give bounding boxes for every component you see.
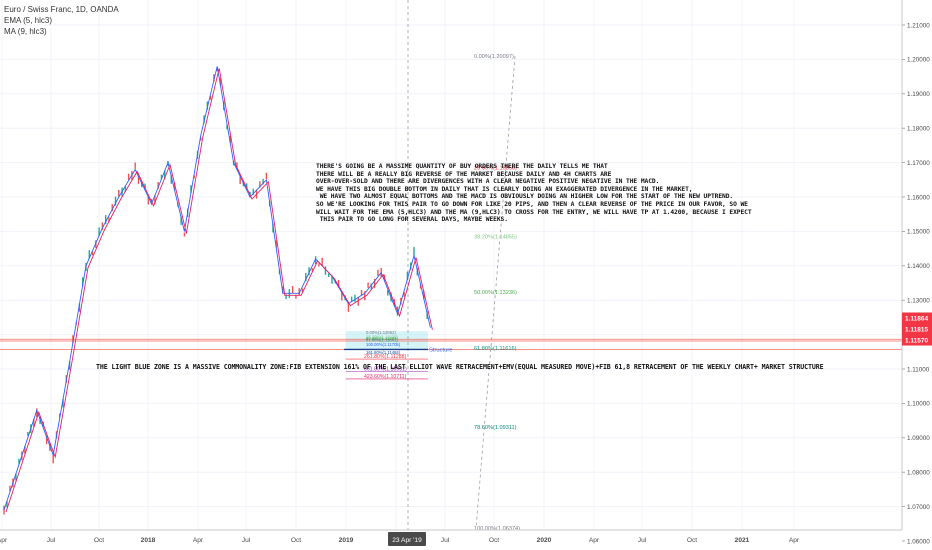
fib-trend-line[interactable]	[475, 56, 516, 529]
price-axis-label: 1.19000	[907, 91, 930, 98]
cursor-date-badge	[388, 532, 426, 546]
price-label-text: 1.11864	[905, 316, 929, 323]
time-axis-label: 2021	[735, 537, 750, 544]
fib-level-label: 61.80%(1.11616)	[474, 346, 517, 352]
time-axis-label: 2020	[537, 537, 552, 544]
extension-level-label: 261.80%(1.11288)	[364, 354, 407, 360]
price-axis[interactable]	[902, 0, 932, 530]
time-axis-label: Apr	[193, 537, 204, 544]
ma-indicator-label[interactable]: MA (9, hlc3)	[4, 27, 47, 36]
price-label-text: 1.11570	[905, 338, 929, 345]
price-axis-label: 1.08000	[907, 470, 930, 477]
time-axis-label: Oct	[687, 537, 697, 544]
price-label-badge	[902, 334, 932, 346]
price-axis-label: 1.17000	[907, 160, 930, 167]
extension-small-label: 38.20%(1.11926)	[366, 335, 398, 340]
extension-small-label: 161.80%(1.11484)	[366, 350, 401, 355]
price-label-text: 1.11815	[905, 327, 929, 334]
extension-level-label: 423.60%(1.10711)	[364, 374, 407, 380]
ema-indicator-label[interactable]: EMA (5, hlc3)	[4, 16, 53, 25]
structure-label: Structure	[429, 347, 453, 353]
extension-small-label: 100.00%(1.11705)	[366, 342, 401, 347]
price-axis-label: 1.10000	[907, 401, 930, 408]
time-axis-label: Jul	[441, 537, 450, 544]
time-axis-label: 2019	[339, 537, 354, 544]
price-axis-label: 1.16000	[907, 194, 930, 201]
symbol-title[interactable]: Euro / Swiss Franc, 1D, OANDA	[4, 5, 119, 14]
time-axis-label: Apr	[789, 537, 800, 544]
fib-level-label: 38.20%(1.14855)	[474, 234, 517, 240]
extension-small-label: 50.00%(1.11884)	[366, 336, 398, 341]
cursor-date-label: 23 Apr '19	[392, 537, 422, 544]
price-axis-label: 1.21000	[907, 22, 930, 29]
fib-level-label: 50.00%(1.13236)	[474, 290, 517, 296]
price-label-badge	[902, 312, 932, 324]
extension-small-label: 0.00%(1.12062)	[366, 330, 396, 335]
commonality-zone-note[interactable]: THE LIGHT BLUE ZONE IS A MASSIVE COMMONA…	[96, 363, 824, 371]
price-axis-label: 1.09000	[907, 435, 930, 442]
fib-level-label: 0.00%(1.20097)	[474, 54, 514, 60]
price-axis-label: 1.18000	[907, 126, 930, 133]
ema-line[interactable]	[3, 66, 431, 511]
fib-level-label: 78.60%(1.09311)	[474, 425, 517, 431]
time-axis[interactable]	[0, 530, 902, 550]
price-axis-label: 1.14000	[907, 263, 930, 270]
extension-level-label: 361.80%(1.10931)	[364, 366, 407, 372]
time-axis-label: Jul	[638, 537, 647, 544]
time-axis-label: Oct	[94, 537, 104, 544]
analysis-text-note[interactable]: THERE'S GOING BE A MASSIME QUANTITY OF B…	[316, 163, 752, 224]
ma-line[interactable]	[5, 68, 433, 513]
time-axis-label: Jul	[47, 537, 56, 544]
price-axis-label: 1.06000	[907, 538, 930, 545]
time-axis-label: 2018	[141, 537, 156, 544]
price-axis-label: 1.15000	[907, 229, 930, 236]
fib-level-label: 23.60%(1.16858)	[474, 165, 517, 171]
time-axis-label: Apr	[0, 537, 8, 544]
chart-legend: Euro / Swiss Franc, 1D, OANDA EMA (5, hl…	[4, 4, 119, 37]
time-axis-label: Apr	[589, 537, 600, 544]
time-axis-label: Oct	[489, 537, 499, 544]
price-label-badge	[902, 323, 932, 335]
price-axis-label: 1.07000	[907, 504, 930, 511]
fib-level-label: 100.00%(1.06374)	[474, 526, 520, 532]
extension-small-label: 61.80%(1.11842)	[366, 338, 398, 343]
price-axis-label: 1.20000	[907, 57, 930, 64]
price-axis-label: 1.13000	[907, 298, 930, 305]
price-axis-label: 1.11000	[907, 366, 930, 373]
time-axis-label: Oct	[291, 537, 301, 544]
time-axis-label: Jul	[242, 537, 251, 544]
